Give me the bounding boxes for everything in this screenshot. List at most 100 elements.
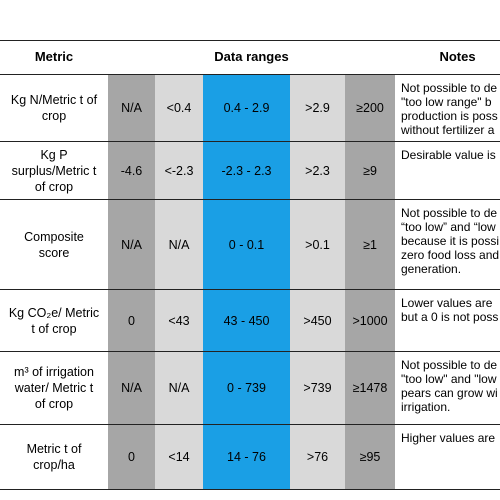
range-cell: >76 xyxy=(290,425,345,490)
range-cell: N/A xyxy=(108,200,155,290)
range-cell: -4.6 xyxy=(108,142,155,200)
notes-cell: Higher values are xyxy=(395,425,500,490)
metric-cell: m³ of irrigation water/ Metric t of crop xyxy=(0,352,108,425)
header-metric: Metric xyxy=(0,40,108,75)
notes-cell: Not possible to de “too low” and “low beca… xyxy=(395,200,500,290)
range-text: 0 xyxy=(128,313,135,328)
range-cell: >0.1 xyxy=(290,200,345,290)
range-text: 0.4 - 2.9 xyxy=(223,101,270,115)
metric-cell: Kg CO₂e/ Metric t of crop xyxy=(0,290,108,352)
range-cell: >450 xyxy=(290,290,345,352)
range-text: N/A xyxy=(121,237,142,252)
notes-line: production is poss xyxy=(401,109,498,123)
range-cell: 0 - 739 xyxy=(203,352,290,425)
range-text: 0 - 0.1 xyxy=(228,237,265,252)
range-text: <-2.3 xyxy=(164,163,194,178)
notes-cell: Desirable value is xyxy=(395,142,500,200)
range-text: >0.1 xyxy=(305,237,330,252)
range-text: 14 - 76 xyxy=(227,450,266,464)
range-text: ≥95 xyxy=(359,450,381,464)
range-text: 0 xyxy=(128,450,135,464)
range-cell: ≥1478 xyxy=(345,352,395,425)
metric-text: Composite score xyxy=(24,229,84,260)
range-text: ≥1 xyxy=(363,237,377,252)
range-cell: >1000 xyxy=(345,290,395,352)
header-text: Notes xyxy=(439,49,476,64)
range-cell: ≥200 xyxy=(345,75,395,142)
notes-line: Lower values are xyxy=(401,296,493,310)
range-cell: N/A xyxy=(108,75,155,142)
range-text: N/A xyxy=(168,381,190,395)
metric-cell: Kg P surplus/Metric t of crop xyxy=(0,142,108,200)
metric-text: Kg N/Metric t of crop xyxy=(10,93,98,123)
range-cell: 14 - 76 xyxy=(203,425,290,490)
range-text: >2.3 xyxy=(305,163,330,178)
range-text: N/A xyxy=(121,381,142,395)
range-text: <43 xyxy=(168,313,190,328)
notes-line: "too low range" b xyxy=(401,95,492,109)
notes-line: Not possible to de xyxy=(401,358,498,372)
range-cell: N/A xyxy=(155,200,203,290)
range-cell: >739 xyxy=(290,352,345,425)
range-cell: ≥1 xyxy=(345,200,395,290)
range-cell: 43 - 450 xyxy=(203,290,290,352)
metric-text: Kg CO₂e/ Metric t of crop xyxy=(8,305,100,336)
range-text: >2.9 xyxy=(305,101,330,115)
range-text: >739 xyxy=(303,381,332,395)
notes-line: Higher values are xyxy=(401,431,496,445)
notes-line: but a 0 is not poss xyxy=(401,310,499,324)
header-data-ranges: Data ranges xyxy=(108,40,395,75)
range-cell: N/A xyxy=(155,352,203,425)
range-cell: >2.9 xyxy=(290,75,345,142)
range-text: <14 xyxy=(168,450,190,464)
notes-line: Not possible to de xyxy=(401,206,498,220)
range-text: -2.3 - 2.3 xyxy=(221,163,272,178)
range-text: >76 xyxy=(306,450,329,464)
metric-cell: Composite score xyxy=(0,200,108,290)
range-cell: 0 xyxy=(108,425,155,490)
notes-line: “too low” and “low xyxy=(401,220,496,234)
metric-cell: Kg N/Metric t of crop xyxy=(0,75,108,142)
range-text: <0.4 xyxy=(166,101,192,115)
header-text: Data ranges xyxy=(214,49,289,64)
notes-line: Desirable value is xyxy=(401,148,496,162)
notes-cell: Not possible to de "too low range" b produ… xyxy=(395,75,500,142)
range-text: N/A xyxy=(168,237,190,252)
range-text: ≥1478 xyxy=(352,381,388,395)
range-cell: <-2.3 xyxy=(155,142,203,200)
header-text: Metric xyxy=(34,49,74,64)
range-cell: ≥9 xyxy=(345,142,395,200)
range-cell: <14 xyxy=(155,425,203,490)
range-text: >450 xyxy=(303,313,332,328)
range-text: ≥9 xyxy=(363,163,377,178)
metric-text: Kg P surplus/Metric t of crop xyxy=(11,147,97,194)
range-text: >1000 xyxy=(352,313,388,328)
notes-line: because it is possi xyxy=(401,234,500,248)
range-text: N/A xyxy=(121,101,142,115)
notes-cell: Not possible to de "too low" and "low pear… xyxy=(395,352,500,425)
notes-line: zero food loss and xyxy=(401,248,500,262)
notes-line: generation. xyxy=(401,262,462,276)
range-text: 43 - 450 xyxy=(223,313,270,328)
range-cell: 0 - 0.1 xyxy=(203,200,290,290)
notes-cell: Lower values are but a 0 is not poss xyxy=(395,290,500,352)
notes-line: pears can grow wi xyxy=(401,386,498,400)
notes-line: Not possible to de xyxy=(401,81,498,95)
range-cell: >2.3 xyxy=(290,142,345,200)
notes-line: "too low" and "low xyxy=(401,372,497,386)
metric-text: m³ of irrigation water/ Metric t of crop xyxy=(14,365,94,411)
range-cell: 0 xyxy=(108,290,155,352)
top-rule xyxy=(0,40,500,41)
metric-text: Metric t of crop/ha xyxy=(26,442,82,472)
range-cell: -2.3 - 2.3 xyxy=(203,142,290,200)
range-cell: 0.4 - 2.9 xyxy=(203,75,290,142)
header-notes: Notes xyxy=(395,40,500,75)
notes-line: irrigation. xyxy=(401,400,451,414)
range-cell: <43 xyxy=(155,290,203,352)
range-text: -4.6 xyxy=(120,163,143,178)
range-cell: ≥95 xyxy=(345,425,395,490)
range-cell: <0.4 xyxy=(155,75,203,142)
range-text: ≥200 xyxy=(356,101,384,115)
metric-cell: Metric t of crop/ha xyxy=(0,425,108,490)
